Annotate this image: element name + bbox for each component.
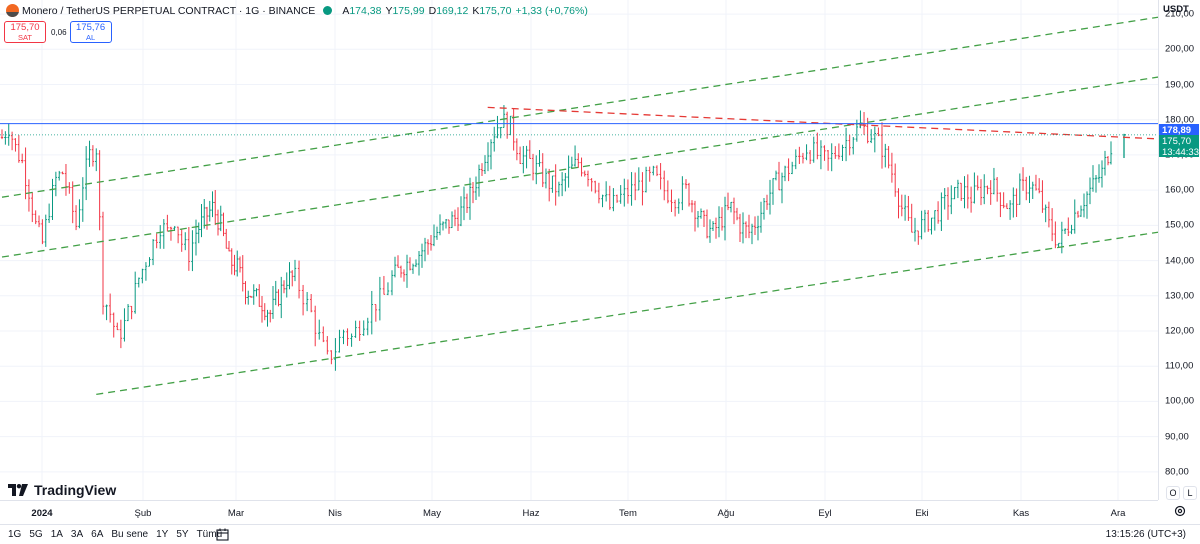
time-tick-label: Ağu (717, 508, 735, 519)
monero-logo-icon (6, 4, 19, 17)
price-tick-label: 190,00 (1165, 79, 1195, 90)
ohlc-open: A174,38 (342, 4, 382, 17)
price-tick-label: 90,00 (1165, 431, 1189, 443)
channel-trendline (1, 16, 1158, 198)
gear-icon[interactable] (1174, 505, 1186, 517)
tradingview-logo-text: TradingView (34, 482, 117, 498)
range-button[interactable]: 3A (70, 529, 84, 540)
time-axis[interactable]: 2024 Şub Mar Nis May Haz Tem Ağu Eyl Eki Kas Ara (0, 500, 1158, 524)
spread-value: 0,06 (51, 27, 67, 37)
price-tick-label: 140,00 (1165, 255, 1195, 267)
buy-label: AL (85, 33, 96, 42)
horizontal-line-price-tag: 178,89 (1159, 124, 1199, 137)
price-tick-label: 130,00 (1165, 290, 1195, 302)
channel-trendline (1, 76, 1158, 258)
bar-countdown: 13:44:33 (1162, 147, 1199, 158)
auto-scale-o-button[interactable]: O (1166, 486, 1180, 500)
sell-price: 175,70 (10, 22, 40, 33)
calendar-goto-icon[interactable] (216, 528, 230, 541)
symbol-title[interactable]: Monero / TetherUS PERPETUAL CONTRACT · 1… (22, 4, 316, 17)
tradingview-logo-icon (8, 484, 28, 496)
range-button[interactable]: Tümü (196, 529, 223, 540)
time-tick-label: Ara (1110, 508, 1126, 519)
currency-label[interactable]: USDT (1163, 4, 1189, 15)
time-tick-label: Mar (227, 508, 245, 519)
ohlc-high: Y175,99 (385, 4, 425, 17)
chart-area[interactable] (0, 0, 1158, 500)
time-tick-label: Kas (1012, 508, 1030, 519)
sell-label: SAT (17, 33, 33, 42)
ohlc-change: +1,33 (+0,76%) (515, 4, 588, 17)
price-tick-label: 80,00 (1165, 466, 1189, 478)
resistance-trendline (487, 106, 1158, 140)
trade-panel: 175,70 SAT 0,06 175,76 AL (4, 21, 112, 43)
range-button[interactable]: 1A (50, 529, 63, 540)
range-button[interactable]: Bu sene (111, 529, 149, 540)
buy-price: 175,76 (76, 22, 106, 33)
price-tick-label: 200,00 (1165, 43, 1195, 55)
sell-button[interactable]: 175,70 SAT (4, 21, 46, 43)
bottom-toolbar: 1G 5G 1A 3A 6A Bu sene 1Y 5Y Tümü 13:15:26 (UTC+… (0, 524, 1200, 544)
range-button[interactable]: 1G (8, 529, 22, 540)
time-tick-label: Eki (915, 508, 929, 519)
range-selector: 1G 5G 1A 3A 6A Bu sene 1Y 5Y Tümü (8, 529, 230, 540)
ohlc-close: K175,70 (472, 4, 512, 17)
time-tick-label: Eyl (818, 508, 832, 519)
range-button[interactable]: 5G (29, 529, 43, 540)
time-tick-label: May (423, 508, 441, 519)
time-tick-label: Nis (328, 508, 342, 519)
last-price-tag: 175,70 13:44:33 (1159, 135, 1199, 158)
price-tick-label: 180,00 (1165, 114, 1195, 126)
price-tick-label: 150,00 (1165, 219, 1195, 231)
market-status-icon (323, 6, 333, 15)
range-button[interactable]: 5Y (176, 529, 189, 540)
price-tick-label: 210,00 (1165, 8, 1195, 20)
channel-trendline (96, 231, 1158, 396)
time-tick-label: Haz (522, 508, 540, 519)
range-button[interactable]: 6A (91, 529, 104, 540)
price-chart[interactable] (0, 0, 1158, 500)
price-tick-label: 100,00 (1165, 395, 1195, 407)
tradingview-logo[interactable]: TradingView (8, 482, 116, 498)
price-tick-label: 120,00 (1165, 325, 1195, 337)
time-tick-label: Tem (619, 508, 637, 519)
last-price-value: 175,70 (1162, 136, 1192, 147)
symbol-header: Monero / TetherUS PERPETUAL CONTRACT · 1… (6, 4, 592, 17)
range-button[interactable]: 1Y (156, 529, 169, 540)
price-tick-label: 160,00 (1165, 184, 1195, 196)
ohlc-low: D169,12 (428, 4, 469, 17)
buy-button[interactable]: 175,76 AL (69, 21, 112, 43)
clock-timezone[interactable]: 13:15:26 (UTC+3) (1105, 529, 1186, 540)
price-axis[interactable]: 210,00200,00190,00180,00170,00160,00150,… (1158, 0, 1200, 500)
time-tick-label: Şub (134, 508, 152, 519)
price-tick-label: 110,00 (1165, 360, 1194, 372)
log-scale-button[interactable]: L (1183, 486, 1197, 500)
time-tick-label: 2024 (31, 508, 53, 519)
